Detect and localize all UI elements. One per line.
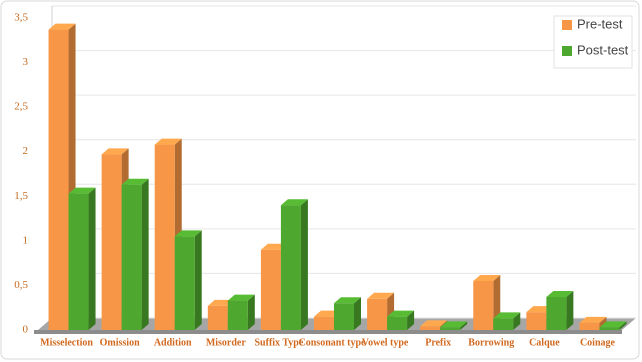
- bar: [207, 305, 228, 330]
- y-tick-label: 2,5: [14, 101, 28, 113]
- bar-side: [141, 178, 149, 330]
- bar-top: [387, 310, 415, 317]
- legend-swatch: [562, 46, 572, 56]
- bar-top: [280, 199, 308, 206]
- bar-top: [174, 230, 202, 237]
- y-tick-label: 0: [23, 324, 29, 336]
- bar-side: [247, 294, 255, 330]
- x-tick-label: Suffix Type: [255, 337, 304, 348]
- bar: [599, 327, 620, 330]
- legend-label: Post-test: [577, 42, 629, 57]
- bar: [174, 236, 195, 330]
- bar-side: [88, 187, 96, 330]
- y-tick-label: 3: [23, 56, 29, 68]
- bar-top: [68, 187, 96, 194]
- bar-top: [154, 138, 182, 145]
- floor-front: [34, 330, 622, 334]
- bar: [440, 327, 461, 330]
- bar-top: [546, 291, 574, 298]
- bar-side: [460, 321, 468, 330]
- bar-side: [300, 199, 308, 330]
- bar-top: [579, 316, 607, 323]
- legend-swatch: [562, 20, 572, 30]
- x-tick-label: Omission: [100, 337, 140, 348]
- bar: [387, 316, 408, 330]
- bar-top: [334, 297, 361, 304]
- x-tick-label: Coinage: [580, 337, 616, 348]
- bar: [493, 318, 514, 330]
- bar: [260, 249, 281, 330]
- y-tick-label: 1,5: [14, 190, 28, 202]
- y-tick-label: 0,5: [14, 279, 28, 291]
- x-tick-label: Prefix: [425, 337, 451, 348]
- bar-top: [101, 148, 129, 155]
- bar-side: [566, 291, 574, 330]
- bar-top: [420, 320, 448, 327]
- bar-top: [48, 23, 76, 30]
- bar-side: [194, 230, 202, 330]
- y-tick-label: 1: [23, 234, 29, 246]
- x-tick-label: Misorder: [206, 337, 247, 348]
- x-tick-label: Addition: [154, 337, 192, 348]
- bar-top: [493, 312, 521, 319]
- bar-top: [440, 321, 468, 328]
- x-tick-label: Borrowing: [468, 337, 514, 348]
- bar: [227, 300, 248, 330]
- bar: [546, 297, 567, 330]
- bar-top: [121, 178, 149, 185]
- bar-top: [473, 274, 501, 281]
- bar: [280, 205, 301, 330]
- bar: [526, 312, 547, 330]
- bar-side: [513, 312, 521, 330]
- x-tick-label: Consonant type: [299, 337, 367, 348]
- bar: [473, 280, 494, 330]
- bar-top: [227, 294, 255, 301]
- x-tick-label: Misselection: [40, 337, 93, 348]
- legend-label: Pre-test: [577, 16, 623, 31]
- bar-side: [619, 321, 627, 330]
- x-tick-label: Calque: [529, 337, 560, 348]
- bar: [154, 144, 175, 330]
- y-tick-label: 3,5: [14, 12, 28, 24]
- y-tick-label: 2: [23, 145, 29, 157]
- bar: [68, 193, 89, 330]
- bar: [579, 322, 600, 330]
- bar: [48, 29, 69, 331]
- bar: [367, 298, 388, 330]
- bar: [334, 303, 354, 330]
- bar: [420, 326, 441, 330]
- bar: [121, 184, 142, 330]
- bar-side: [354, 297, 361, 330]
- bar-side: [407, 310, 415, 330]
- bar: [101, 154, 122, 330]
- bar-top: [367, 292, 395, 299]
- bar: [314, 316, 334, 330]
- bar-top: [599, 321, 627, 328]
- x-tick-label: Vowel type: [362, 337, 409, 348]
